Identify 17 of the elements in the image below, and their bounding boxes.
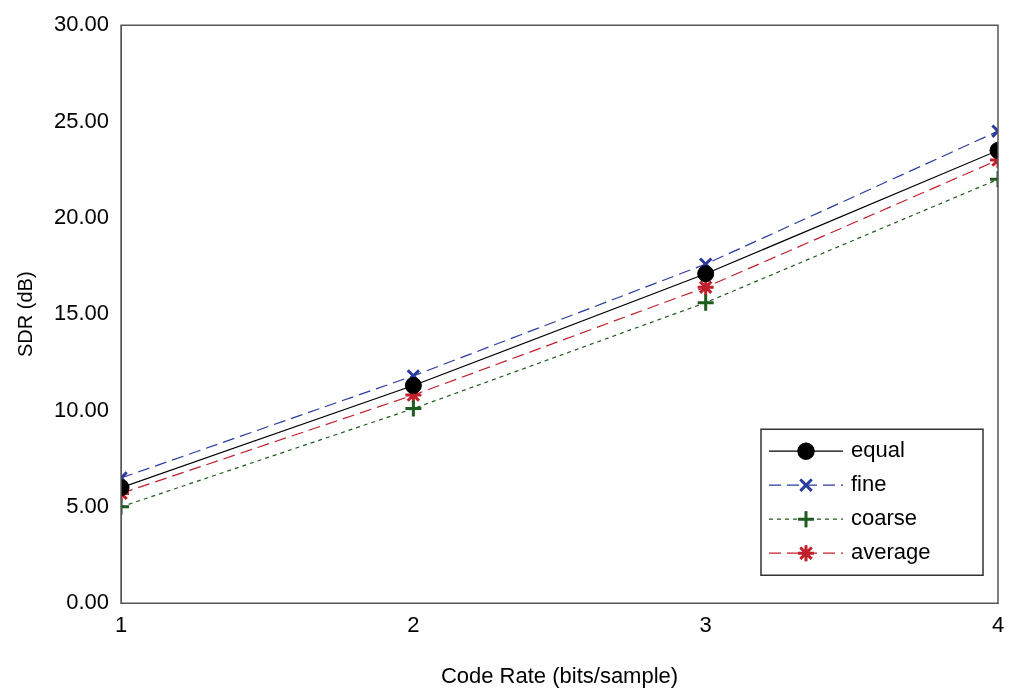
legend-label: coarse — [851, 505, 918, 531]
y-tick-label: 15.00 — [53, 300, 110, 326]
x-tick-label: 3 — [699, 612, 712, 638]
y-tick-label: 25.00 — [53, 107, 110, 133]
x-tick-label: 4 — [991, 612, 1005, 638]
y-tick-label: 0.00 — [66, 589, 110, 615]
legend-label: fine — [851, 471, 887, 497]
legend-label: average — [851, 539, 931, 565]
y-tick-label: 10.00 — [53, 396, 110, 422]
x-tick-label: 1 — [114, 612, 128, 638]
y-tick-label: 30.00 — [53, 11, 110, 37]
x-axis-title: Code Rate (bits/sample) — [440, 662, 679, 688]
y-tick-label: 20.00 — [53, 203, 110, 229]
legend-label: equal — [851, 437, 905, 463]
y-axis-title: SDR (dB) — [13, 271, 36, 357]
x-tick-label: 2 — [407, 612, 420, 638]
y-tick-label: 5.00 — [66, 492, 110, 518]
